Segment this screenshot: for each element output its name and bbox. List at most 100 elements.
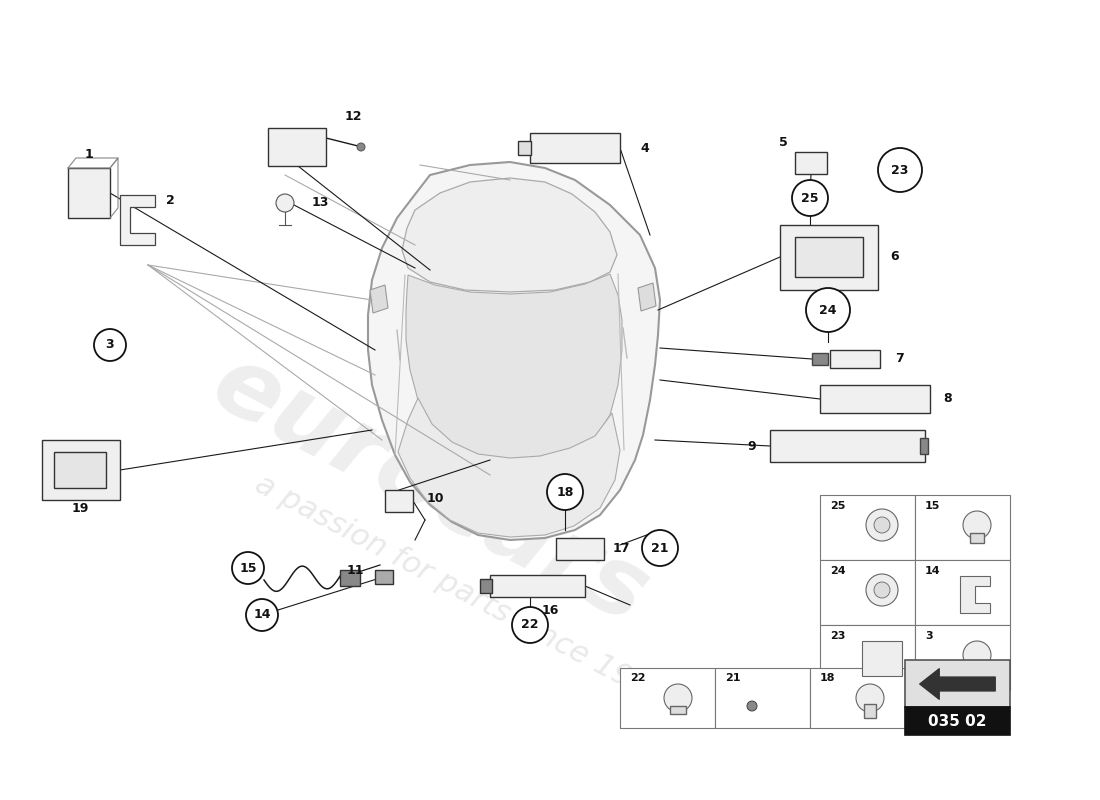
Text: 11: 11: [346, 563, 364, 577]
Text: 18: 18: [557, 486, 574, 498]
Bar: [862, 641, 902, 676]
Circle shape: [358, 143, 365, 151]
Bar: [915, 495, 1010, 560]
Circle shape: [962, 511, 991, 539]
Bar: [780, 225, 878, 290]
Bar: [375, 570, 393, 584]
Circle shape: [642, 530, 678, 566]
Text: 13: 13: [311, 197, 329, 210]
Bar: [820, 625, 915, 690]
Text: 22: 22: [521, 618, 539, 631]
Text: 15: 15: [925, 501, 940, 511]
Bar: [518, 141, 531, 155]
Circle shape: [276, 194, 294, 212]
Circle shape: [792, 180, 828, 216]
Text: 10: 10: [427, 491, 443, 505]
Bar: [42, 440, 120, 500]
Circle shape: [878, 148, 922, 192]
FancyArrowPatch shape: [920, 669, 996, 699]
Text: 22: 22: [630, 673, 646, 683]
Circle shape: [246, 599, 278, 631]
Text: eurocars: eurocars: [197, 337, 663, 643]
Bar: [770, 430, 925, 462]
Text: 3: 3: [106, 338, 114, 351]
Bar: [830, 350, 880, 368]
Circle shape: [962, 641, 991, 669]
Bar: [556, 538, 604, 560]
Polygon shape: [368, 162, 660, 540]
Circle shape: [664, 684, 692, 712]
Text: 9: 9: [748, 439, 757, 453]
Circle shape: [747, 701, 757, 711]
Text: a passion for parts since 1985: a passion for parts since 1985: [250, 469, 670, 711]
Text: 14: 14: [925, 566, 940, 576]
Text: 24: 24: [820, 303, 837, 317]
Bar: [670, 706, 686, 714]
Bar: [905, 660, 1010, 707]
Text: 7: 7: [895, 353, 904, 366]
Bar: [620, 668, 715, 728]
Circle shape: [547, 474, 583, 510]
Polygon shape: [960, 576, 990, 613]
Polygon shape: [406, 274, 621, 460]
Bar: [340, 570, 360, 586]
Text: 16: 16: [541, 603, 559, 617]
Text: 8: 8: [944, 393, 953, 406]
Bar: [864, 704, 876, 718]
Text: 25: 25: [801, 191, 818, 205]
Circle shape: [94, 329, 126, 361]
Bar: [715, 668, 810, 728]
Text: 21: 21: [725, 673, 740, 683]
Bar: [54, 452, 106, 488]
Text: 4: 4: [640, 142, 649, 154]
Bar: [385, 490, 412, 512]
Text: 17: 17: [613, 542, 629, 555]
Text: 25: 25: [830, 501, 846, 511]
Text: 24: 24: [830, 566, 846, 576]
Text: 1: 1: [85, 147, 94, 161]
Text: 3: 3: [925, 631, 933, 641]
Text: 035 02: 035 02: [928, 714, 987, 729]
Text: 23: 23: [830, 631, 846, 641]
Bar: [820, 495, 915, 560]
Bar: [920, 438, 928, 454]
Text: 6: 6: [891, 250, 900, 263]
Bar: [820, 385, 930, 413]
Circle shape: [232, 552, 264, 584]
Bar: [795, 152, 827, 174]
Text: 12: 12: [344, 110, 362, 122]
Circle shape: [874, 517, 890, 533]
Polygon shape: [120, 195, 155, 245]
Circle shape: [512, 607, 548, 643]
Text: 5: 5: [779, 135, 788, 149]
Polygon shape: [402, 178, 617, 292]
Bar: [915, 560, 1010, 625]
Circle shape: [866, 574, 898, 606]
Text: 21: 21: [651, 542, 669, 554]
Bar: [490, 575, 585, 597]
Bar: [480, 579, 492, 593]
Circle shape: [866, 509, 898, 541]
Bar: [905, 707, 1010, 735]
Bar: [795, 237, 864, 277]
Text: 23: 23: [891, 163, 909, 177]
Circle shape: [874, 582, 890, 598]
Text: 19: 19: [72, 502, 89, 514]
Circle shape: [856, 684, 884, 712]
Bar: [915, 625, 1010, 690]
Bar: [812, 353, 828, 365]
Polygon shape: [638, 283, 656, 311]
Bar: [810, 668, 905, 728]
Text: 15: 15: [240, 562, 256, 574]
Text: 18: 18: [820, 673, 836, 683]
Bar: [820, 560, 915, 625]
Circle shape: [806, 288, 850, 332]
Bar: [530, 133, 620, 163]
Bar: [970, 663, 985, 673]
Text: 14: 14: [253, 609, 271, 622]
Polygon shape: [370, 285, 388, 313]
Bar: [970, 533, 985, 543]
Bar: [68, 168, 110, 218]
Bar: [268, 128, 326, 166]
Text: 2: 2: [166, 194, 175, 206]
